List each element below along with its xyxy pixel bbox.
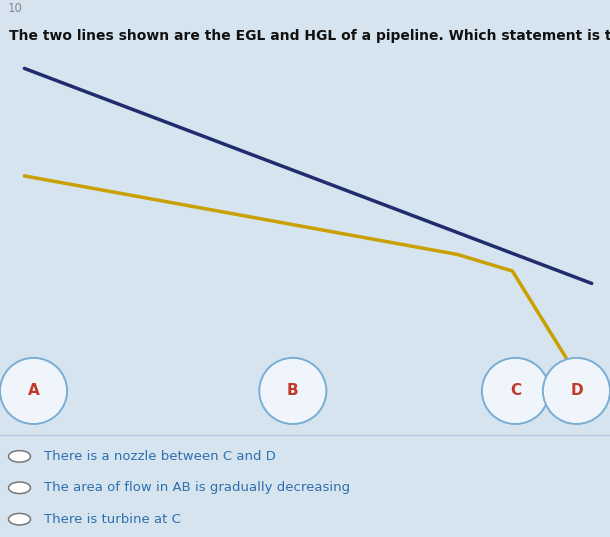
Text: A: A (27, 383, 40, 398)
Text: 10: 10 (7, 2, 22, 15)
Text: The area of flow in AB is gradually decreasing: The area of flow in AB is gradually decr… (44, 481, 350, 494)
Ellipse shape (0, 358, 67, 424)
Text: D: D (570, 383, 583, 398)
Text: B: B (287, 383, 299, 398)
Text: The two lines shown are the EGL and HGL of a pipeline. Which statement is true?: The two lines shown are the EGL and HGL … (9, 29, 610, 43)
Ellipse shape (259, 358, 326, 424)
Ellipse shape (482, 358, 549, 424)
Ellipse shape (543, 358, 610, 424)
Ellipse shape (9, 482, 30, 494)
Ellipse shape (9, 513, 30, 525)
Text: C: C (510, 383, 521, 398)
Text: There is turbine at C: There is turbine at C (44, 513, 181, 526)
Text: There is a nozzle between C and D: There is a nozzle between C and D (44, 450, 276, 463)
Ellipse shape (9, 451, 30, 462)
